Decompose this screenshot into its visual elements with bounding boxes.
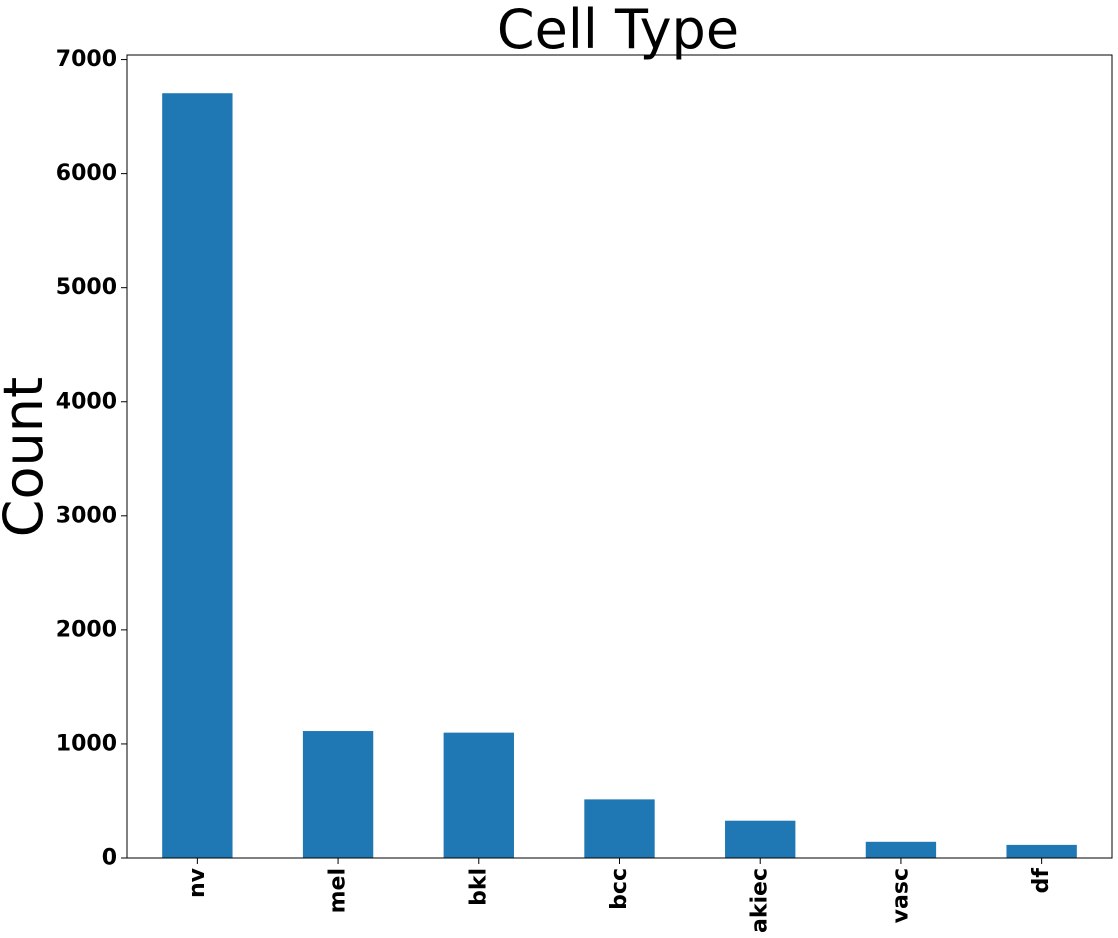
y-axis-label: Count [0, 377, 55, 537]
x-tick-label-df: df [1029, 868, 1054, 894]
bar-vasc [865, 841, 937, 858]
x-tick-label-akiec: akiec [748, 868, 773, 933]
bar-akiec [725, 820, 796, 858]
y-axis: 0 1000 2000 3000 4000 5000 6000 7000 [56, 47, 127, 871]
x-tick-label-nv: nv [185, 867, 210, 898]
y-tick-label: 0 [102, 846, 117, 871]
plot-frame [126, 54, 1113, 859]
chart-title: Cell Type [497, 0, 739, 61]
y-tick-label: 4000 [56, 389, 117, 414]
bars-group [162, 93, 1077, 858]
x-axis: nv mel bkl bcc akiec vasc df [185, 858, 1054, 933]
x-tick-label-vasc: vasc [888, 868, 913, 923]
bar-bcc [584, 799, 655, 858]
y-tick-label: 1000 [56, 731, 117, 756]
y-tick-label: 7000 [56, 47, 117, 72]
y-tick-label: 6000 [56, 161, 117, 186]
y-tick-label: 2000 [56, 617, 117, 642]
x-tick-label-mel: mel [326, 868, 351, 913]
y-tick-label: 3000 [56, 503, 117, 528]
x-tick-label-bcc: bcc [607, 868, 632, 910]
x-tick-label-bkl: bkl [466, 868, 491, 906]
bar-nv [162, 93, 233, 858]
y-tick-label: 5000 [56, 275, 117, 300]
bar-bkl [443, 732, 514, 858]
bar-mel [302, 731, 374, 858]
bar-df [1006, 844, 1077, 858]
